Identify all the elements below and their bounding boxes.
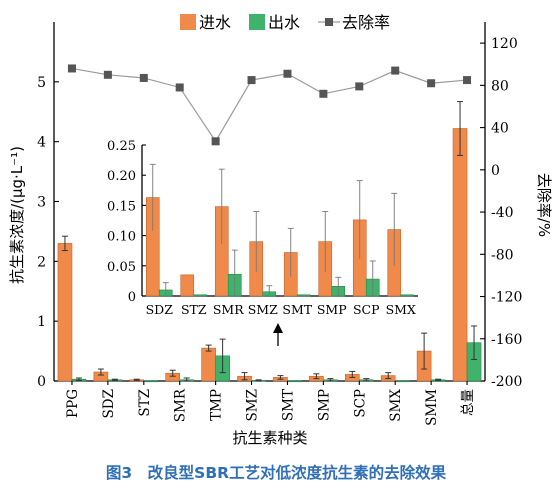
right-y-tick-label: 80 [491,78,509,94]
removal-rate-point [283,69,292,78]
bar-influent [201,347,216,382]
right-y-tick-label: -40 [491,205,514,221]
inset-category-label: SMX [386,302,416,317]
removal-rate-point [463,76,472,85]
x-category-label: SMX [388,389,404,422]
inset-y-tick-label: 0.25 [107,139,136,154]
x-category-label: 总量 [460,389,476,416]
removal-rate-point [211,137,220,146]
inset-y-tick-label: 0.05 [107,260,136,275]
x-category-label: SMZ [245,389,261,421]
left-y-tick-label: 1 [37,314,46,330]
right-y-tick-label: -200 [491,374,522,390]
main-bars [57,101,482,383]
removal-rate-series [67,64,472,146]
removal-rate-point [391,66,400,75]
left-y-tick-label: 2 [37,254,46,270]
removal-rate-point [67,64,76,73]
inset-bar-influent [180,274,195,297]
x-category-label: SDZ [101,389,117,418]
x-category-label: PPG [65,389,81,418]
legend-label-influent: 进水 [199,13,231,32]
inset-y-ticks: 0 0.05 0.10 0.15 0.20 0.25 [107,139,146,305]
removal-rate-point [103,70,112,79]
figure-caption: 图3 改良型SBR工艺对低浓度抗生素的去除效果 [106,463,447,482]
legend-swatch-influent [180,14,196,30]
x-category-label: SMP [316,389,332,421]
inset-category-label: STZ [181,302,207,317]
y2-axis-title: 去除率/% [535,173,553,237]
left-y-tick-label: 4 [37,135,46,151]
removal-rate-line [71,67,468,143]
y-axis-title: 抗生素浓度/(μg·L⁻¹) [8,146,26,284]
inset-bar-effluent [296,294,311,297]
removal-rate-point [139,73,148,82]
legend-label-rate: 去除率 [342,13,390,32]
inset-y-tick-label: 0 [128,290,136,305]
legend: 进水 出水 去除率 [180,13,390,32]
x-category-label: SMR [173,388,189,422]
inset-bar-effluent [193,294,208,297]
x-axis-title: 抗生素种类 [232,429,307,447]
inset-bars [145,163,415,297]
inset-y-tick-label: 0.20 [107,169,136,184]
removal-rate-point [175,83,184,92]
bar-effluent [394,380,410,383]
inset-category-label: SMR [213,302,244,317]
inset-category-label: SMT [282,302,312,317]
x-category-label: TMP [209,389,225,421]
x-category-label: SMT [280,389,296,421]
right-y-tick-label: 120 [491,36,518,52]
x-category-label: SCP [352,389,368,418]
legend-swatch-effluent [249,14,265,30]
x-category-label: SMM [424,389,440,426]
right-y-tick-label: -80 [491,247,514,263]
legend-label-effluent: 出水 [268,13,300,32]
inset-axes [141,145,418,297]
inset-bar-effluent [400,294,415,297]
right-y-ticks: -200 -160 -120 -80 -40 0 40 80 120 [480,36,522,390]
x-category-label: STZ [137,389,153,417]
right-y-tick-label: -160 [491,332,522,348]
inset-category-label: SMZ [248,302,278,317]
inset-pointer-arrow [273,323,283,346]
removal-rate-point [355,82,364,91]
bar-effluent [143,380,159,383]
inset-category-label: SCP [353,302,380,317]
right-y-tick-label: -120 [491,290,522,306]
inset-category-label: SMP [317,302,347,317]
bar-influent [452,128,468,382]
left-y-tick-label: 0 [37,374,46,390]
left-y-ticks: 0 1 2 3 4 5 [37,75,59,390]
legend-marker-rate [325,18,333,26]
main-category-labels: PPG SDZ STZ SMR TMP SMZ SMT SMP SCP SMX SMM 总量 [65,381,476,426]
inset-category-labels: SDZ STZ SMR SMZ SMT SMP SCP SMX [146,302,416,317]
inset-category-label: SDZ [146,302,174,317]
left-y-tick-label: 3 [37,195,46,211]
removal-rate-point [427,79,436,88]
left-y-tick-label: 5 [37,75,46,91]
inset-y-tick-label: 0.15 [107,199,136,214]
right-y-tick-label: 40 [491,121,509,137]
inset-y-tick-label: 0.10 [107,230,136,245]
removal-rate-point [247,76,256,85]
removal-rate-point [319,89,328,98]
right-y-tick-label: 0 [491,163,500,179]
bar-effluent [287,380,302,383]
bar-influent [57,243,73,382]
